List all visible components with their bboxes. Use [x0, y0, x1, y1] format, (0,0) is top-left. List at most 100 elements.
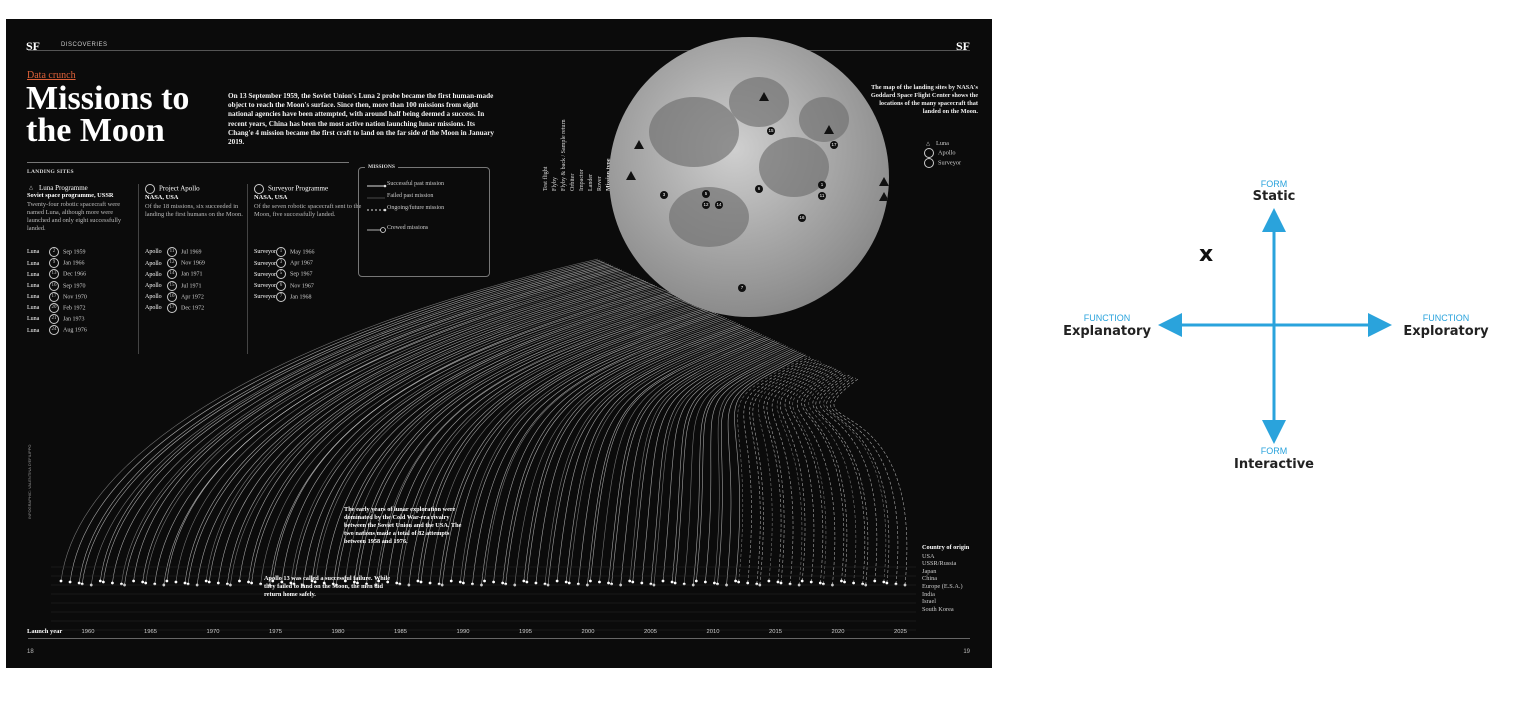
- mission-flow-line: [375, 303, 695, 586]
- launch-dot: [800, 579, 804, 583]
- mission-number-badge: 15: [167, 280, 177, 291]
- mission-flow-line: [789, 366, 832, 584]
- mission-flow-line: [505, 322, 736, 585]
- launch-dot: [68, 580, 72, 584]
- mission-flow-line: [205, 278, 642, 582]
- mission-number-badge: 16: [49, 280, 59, 291]
- top-axis-label: FORM: [1260, 179, 1288, 189]
- launch-dot: [186, 582, 190, 586]
- programme-luna: △ Luna Programme Soviet space programme, …: [27, 184, 122, 233]
- mission-flow-line: [590, 334, 762, 582]
- mission-flow-line: [695, 349, 795, 582]
- launch-dot: [280, 580, 284, 584]
- launch-dot: [207, 580, 211, 584]
- mission-flow-line: [726, 353, 804, 586]
- bottom-axis-label: FORM: [1260, 446, 1288, 456]
- programme-surveyor: Surveyor Programme NASA, USA Of the seve…: [254, 184, 362, 218]
- year-tick: 2020: [831, 629, 845, 635]
- mission-flow-line: [833, 378, 908, 586]
- mission-flow-line: [587, 333, 760, 586]
- mission-flow-line: [743, 356, 811, 584]
- launch-dot: [818, 581, 822, 585]
- mission-flow-line: [429, 311, 712, 584]
- launch-dot: [356, 581, 359, 585]
- mission-flow-line: [752, 358, 815, 586]
- launch-dot: [882, 580, 886, 584]
- mission-flow-line: [808, 371, 857, 584]
- mission-flow-line: [81, 261, 605, 585]
- mission-row: Apollo 16 Apr 1972: [145, 291, 204, 302]
- left-axis-label: FUNCTION: [1083, 313, 1131, 323]
- mission-flow-line: [620, 338, 771, 586]
- year-tick: 2010: [706, 629, 720, 635]
- page-number-left: 18: [27, 649, 34, 655]
- mission-flow-line: [771, 362, 824, 585]
- mission-flow-line: [417, 309, 708, 582]
- mission-flow-line: [142, 269, 623, 583]
- top-label-static: Static: [1252, 189, 1296, 204]
- launch-dot: [703, 580, 707, 584]
- launch-dot: [353, 580, 356, 584]
- mission-number-badge: 13: [49, 269, 59, 280]
- magazine-logo-left: SF: [26, 39, 41, 53]
- year-tick: 2000: [581, 629, 595, 635]
- programme-apollo: Project Apollo NASA, USA Of the 18 missi…: [145, 184, 243, 218]
- mission-flow-line: [311, 294, 675, 582]
- mission-flow-line: [335, 298, 684, 586]
- launch-dot: [737, 580, 741, 584]
- launch-dot: [564, 580, 568, 584]
- map-legend: △ Luna Apollo Surveyor: [924, 139, 961, 168]
- mission-flow-line: [314, 295, 677, 583]
- launch-dot: [598, 580, 601, 584]
- mission-flow-line: [420, 310, 710, 583]
- launch-dot: [640, 581, 644, 585]
- launch-dot: [416, 579, 420, 583]
- mission-flow-line: [544, 327, 747, 585]
- mission-row: Apollo 17 Dec 1972: [145, 302, 205, 313]
- mission-number-badge: 6: [276, 280, 286, 291]
- mission-number-badge: 2: [49, 247, 59, 257]
- mission-flow-line: [608, 336, 767, 584]
- launch-dot: [821, 582, 825, 586]
- mission-flow-line: [408, 308, 706, 586]
- launch-dot: [716, 582, 719, 586]
- mission-flow-line: [734, 354, 806, 582]
- mission-row: Luna 9 Jan 1966: [27, 258, 85, 269]
- mission-flow-line: [523, 324, 741, 582]
- mission-flow-line: [830, 377, 899, 585]
- mission-flow-line: [823, 375, 886, 583]
- mission-flow-line: [629, 339, 773, 582]
- mission-flow-line: [166, 273, 631, 582]
- map-note: The map of the landing sites by NASA's G…: [870, 84, 978, 115]
- annotation-apollo13: Apollo 13 was called a successful failur…: [264, 575, 391, 598]
- mission-flow-line: [484, 319, 730, 582]
- launch-dot: [165, 579, 169, 583]
- mission-flow-line: [472, 317, 725, 585]
- mission-flow-line: [230, 282, 651, 586]
- mission-row: Luna 21 Jan 1973: [27, 314, 85, 325]
- circle-icon: [254, 184, 264, 194]
- launch-dot: [225, 582, 229, 586]
- circle-icon: [145, 184, 155, 194]
- launch-dot: [694, 579, 698, 583]
- country-item: USA: [922, 552, 935, 560]
- mission-flow-line: [378, 304, 697, 582]
- column-divider: [247, 184, 248, 354]
- year-tick: 1960: [81, 629, 95, 635]
- mission-number-badge: 11: [167, 247, 177, 257]
- launch-dot: [779, 581, 783, 585]
- mission-flow-line: [481, 318, 728, 586]
- mission-flow-line: [269, 287, 662, 586]
- mission-flow-line: [332, 297, 682, 585]
- launch-dot: [631, 580, 635, 584]
- launch-dot: [788, 582, 792, 586]
- mission-number-badge: 24: [49, 325, 59, 336]
- mission-flow-line: [714, 351, 800, 584]
- launch-dot: [885, 581, 889, 585]
- mission-flow-line: [354, 300, 688, 583]
- mission-flow-line: [547, 328, 749, 586]
- launch-dot: [77, 581, 81, 585]
- mission-number-badge: 12: [167, 258, 177, 269]
- mission-flow-line: [124, 267, 618, 586]
